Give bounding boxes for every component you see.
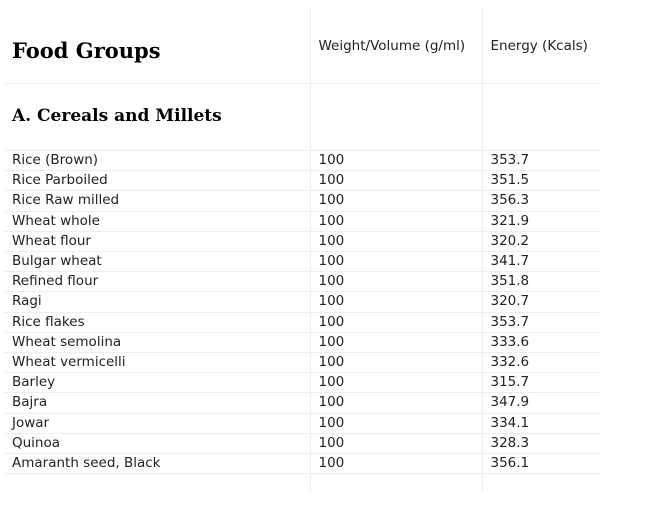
weight-cell: 100 <box>310 170 483 192</box>
table-header-row: Food Groups Weight/Volume (g/ml) Energy … <box>4 6 601 84</box>
table-row: Jowar 100 334.1 <box>4 413 601 434</box>
weight-cell: 100 <box>310 291 483 313</box>
energy-cell: 353.7 <box>482 150 601 172</box>
energy-cell: 334.1 <box>482 413 601 434</box>
trailing-empty-cell <box>482 474 601 493</box>
weight-cell: 100 <box>310 392 483 414</box>
energy-cell: 320.7 <box>482 291 601 313</box>
table-row: Bajra 100 347.9 <box>4 392 601 414</box>
weight-cell: 100 <box>310 190 483 212</box>
weight-cell: 100 <box>310 453 483 475</box>
food-energy-table-sheet: Food Groups Weight/Volume (g/ml) Energy … <box>4 6 601 496</box>
food-name-cell: Wheat whole <box>4 211 311 232</box>
table-row: Rice flakes 100 353.7 <box>4 312 601 333</box>
energy-cell: 333.6 <box>482 332 601 354</box>
energy-cell: 332.6 <box>482 352 601 374</box>
food-name-cell: Ragi <box>4 291 311 313</box>
table-row: Ragi 100 320.7 <box>4 291 601 313</box>
food-energy-table: Food Groups Weight/Volume (g/ml) Energy … <box>4 6 601 493</box>
weight-cell: 100 <box>310 150 483 172</box>
energy-cell: 356.1 <box>482 453 601 475</box>
food-name-cell: Amaranth seed, Black <box>4 453 311 475</box>
table-row: Wheat flour 100 320.2 <box>4 231 601 253</box>
weight-cell: 100 <box>310 211 483 232</box>
food-name-cell: Rice Parboiled <box>4 170 311 192</box>
food-name-cell: Bajra <box>4 392 311 414</box>
section-row-cereals: A. Cereals and Millets <box>4 83 601 151</box>
trailing-empty-cell <box>310 473 483 493</box>
weight-cell: 100 <box>310 352 483 374</box>
food-name-cell: Jowar <box>4 413 311 434</box>
food-name-cell: Quinoa <box>4 433 311 455</box>
table-row: Wheat vermicelli 100 332.6 <box>4 352 601 374</box>
energy-cell: 320.2 <box>482 231 601 253</box>
food-name-cell: Rice Raw milled <box>4 190 311 212</box>
table-row: Barley 100 315.7 <box>4 372 601 394</box>
section-title-cell: A. Cereals and Millets <box>4 83 311 151</box>
food-name-cell: Wheat vermicelli <box>4 352 311 374</box>
trailing-empty-cell <box>4 473 311 493</box>
weight-cell: 100 <box>310 271 483 293</box>
weight-cell: 100 <box>310 251 483 273</box>
energy-cell: 321.9 <box>482 211 601 232</box>
energy-cell: 315.7 <box>482 372 601 394</box>
weight-cell: 100 <box>310 332 483 354</box>
section-empty-cell <box>310 83 483 151</box>
table-row: Rice Raw milled 100 356.3 <box>4 190 601 212</box>
energy-cell: 353.7 <box>482 312 601 333</box>
energy-cell: 347.9 <box>482 392 601 414</box>
weight-cell: 100 <box>310 312 483 333</box>
header-cell-food-groups: Food Groups <box>4 6 311 84</box>
food-name-cell: Wheat flour <box>4 231 311 253</box>
section-title: A. Cereals and Millets <box>12 105 222 126</box>
food-groups-heading: Food Groups <box>12 37 161 63</box>
food-name-cell: Rice (Brown) <box>4 150 311 172</box>
food-name-cell: Barley <box>4 372 311 394</box>
food-name-cell: Refined flour <box>4 271 311 293</box>
weight-cell: 100 <box>310 372 483 394</box>
table-row: Wheat whole 100 321.9 <box>4 211 601 232</box>
section-empty-cell <box>482 83 601 151</box>
energy-cell: 351.8 <box>482 271 601 293</box>
weight-cell: 100 <box>310 413 483 434</box>
table-trailing-row <box>4 473 601 493</box>
energy-cell: 351.5 <box>482 170 601 192</box>
table-row: Quinoa 100 328.3 <box>4 433 601 455</box>
table-row: Amaranth seed, Black 100 356.1 <box>4 453 601 475</box>
table-row: Rice (Brown) 100 353.7 <box>4 150 601 172</box>
food-name-cell: Wheat semolina <box>4 332 311 354</box>
food-name-cell: Bulgar wheat <box>4 251 311 273</box>
food-name-cell: Rice flakes <box>4 312 311 333</box>
header-cell-weight-volume: Weight/Volume (g/ml) <box>310 6 483 84</box>
energy-cell: 341.7 <box>482 251 601 273</box>
table-row: Refined flour 100 351.8 <box>4 271 601 293</box>
table-row: Wheat semolina 100 333.6 <box>4 332 601 354</box>
table-row: Rice Parboiled 100 351.5 <box>4 170 601 192</box>
weight-cell: 100 <box>310 231 483 253</box>
weight-cell: 100 <box>310 433 483 455</box>
energy-cell: 356.3 <box>482 190 601 212</box>
header-cell-energy: Energy (Kcals) <box>482 6 601 84</box>
energy-cell: 328.3 <box>482 433 601 455</box>
table-row: Bulgar wheat 100 341.7 <box>4 251 601 273</box>
